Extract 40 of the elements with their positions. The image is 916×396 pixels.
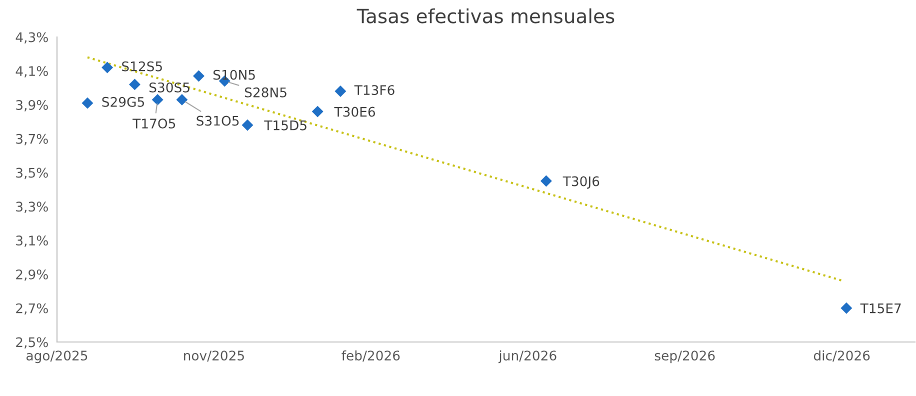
point	[840, 302, 852, 314]
y-tick-label: 3,1%	[16, 236, 48, 247]
point	[312, 106, 324, 118]
y-tick-label: 4,3%	[16, 32, 48, 44]
annotation: S30S5	[149, 82, 190, 92]
point	[102, 62, 114, 74]
y-tick-label: 3,5%	[16, 168, 48, 180]
x-tick-label: jun/2026	[498, 350, 556, 364]
annotation: T15D5	[264, 120, 306, 130]
annotation: S28N5	[244, 87, 286, 98]
y-tick-label: 3,7%	[16, 134, 48, 146]
y-tick-label: 3,3%	[16, 202, 48, 213]
y-tick-label: 3,9%	[16, 100, 48, 112]
annotation: S12S5	[122, 61, 162, 72]
chart-title: Tasas efectivas mensuales	[356, 8, 614, 24]
y-tick-label: 2,5%	[16, 337, 48, 349]
point	[540, 175, 552, 187]
x-tick-label: nov/2025	[184, 350, 244, 362]
annotation: T30E6	[334, 106, 376, 117]
y-tick-label: 2,9%	[16, 269, 48, 281]
annotation: S29G5	[102, 96, 144, 107]
x-tick-label: sep/2026	[654, 350, 715, 364]
y-tick-label: 4,1%	[16, 66, 48, 78]
annotation: T17O5	[132, 118, 176, 129]
point	[334, 85, 346, 97]
annotation: S10N5	[213, 70, 255, 80]
point	[242, 119, 254, 131]
x-tick-label: feb/2026	[342, 350, 400, 362]
point	[176, 94, 188, 106]
point	[128, 78, 140, 90]
point	[82, 97, 94, 109]
y-tick-label: 2,7%	[16, 303, 48, 315]
annotation: T30J6	[562, 176, 600, 189]
annotation: T15E7	[860, 304, 901, 314]
x-tick-label: dic/2026	[814, 350, 870, 362]
point	[152, 94, 164, 106]
x-tick-label: ago/2025	[26, 350, 88, 364]
annotation: T13F6	[354, 85, 394, 96]
point	[193, 70, 204, 82]
annotation: S31O5	[196, 116, 239, 126]
